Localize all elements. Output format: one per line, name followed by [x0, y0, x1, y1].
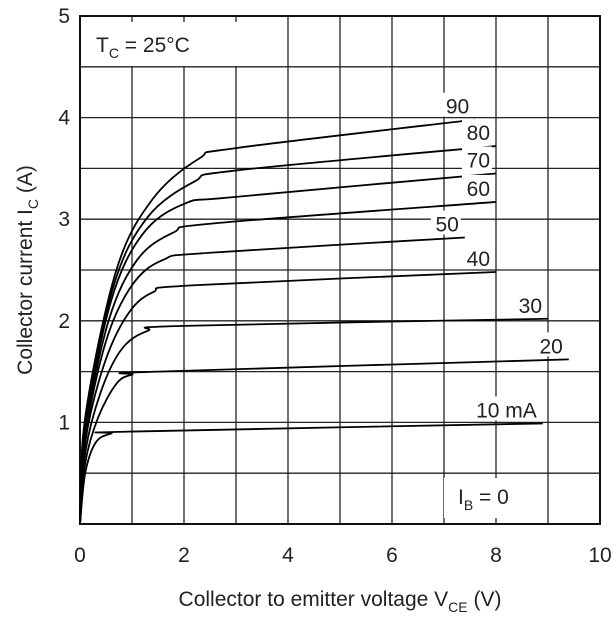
x-tick-labels: 0 2 4 6 8 10	[74, 544, 612, 567]
series-label: 50	[435, 213, 458, 236]
baseline-label-bg	[444, 478, 534, 518]
grid-lines	[80, 16, 600, 524]
y-tick-label: 1	[58, 411, 70, 434]
series-label: 80	[467, 122, 490, 145]
x-tick-label: 4	[282, 544, 294, 567]
series-label-bg	[430, 210, 461, 235]
condition-label: TC = 25°C	[96, 34, 190, 61]
series-line-90	[79, 118, 476, 525]
y-tick-labels: 5 4 3 2 1	[58, 5, 70, 434]
series-label: 70	[467, 149, 490, 172]
plot-frame	[79, 15, 601, 525]
x-tick-label: 2	[178, 544, 190, 567]
y-tick-label: 5	[58, 5, 70, 28]
series-line-10-ma	[79, 422, 543, 525]
x-tick-label: 0	[74, 544, 86, 567]
series-label-bg	[441, 92, 472, 117]
series-labels: 10 mA 20 30 40 50 60 70 80 90	[430, 92, 565, 422]
series-label: 20	[539, 335, 562, 358]
x-tick-label: 8	[490, 544, 502, 567]
series-label-bg	[514, 291, 544, 316]
series-label: 90	[446, 96, 469, 119]
series-label: 30	[519, 295, 542, 318]
series-label: 10 mA	[476, 399, 537, 422]
series-label-bg	[534, 332, 565, 357]
series-label-bg	[462, 174, 492, 199]
series-label: 40	[467, 248, 490, 271]
x-axis-title: Collector to emitter voltage VCE (V)	[179, 588, 502, 615]
series-line-30	[79, 317, 549, 525]
series-line-50	[79, 236, 465, 525]
x-tick-label: 6	[386, 544, 398, 567]
x-tick-label: 10	[588, 544, 611, 567]
condition-box-bg	[84, 22, 240, 66]
y-tick-label: 3	[58, 208, 70, 231]
y-axis-title: Collector current IC (A)	[14, 165, 41, 375]
series-label: 60	[467, 178, 490, 201]
curves	[79, 118, 569, 525]
series-line-20	[79, 358, 569, 525]
y-tick-label: 2	[58, 310, 70, 333]
y-tick-label: 4	[58, 107, 70, 130]
series-label-bg	[462, 146, 492, 171]
series-label-bg	[462, 119, 492, 144]
series-label-bg	[462, 245, 492, 270]
baseline-label: IB = 0	[458, 486, 509, 513]
series-label-bg	[472, 396, 539, 421]
